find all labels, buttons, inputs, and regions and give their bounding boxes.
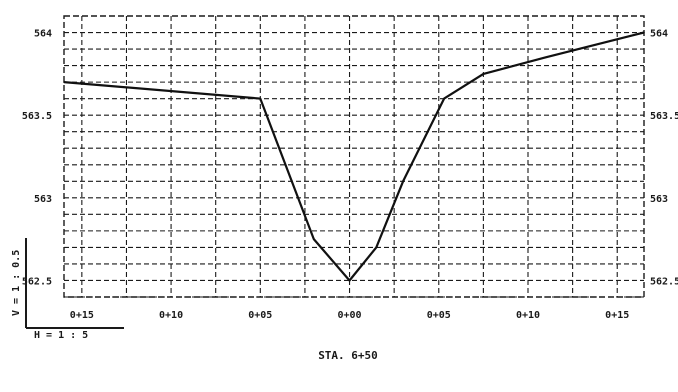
chart-marks (63, 31, 645, 282)
x-tick-label: 0+05 (427, 310, 451, 321)
data-point (443, 97, 445, 100)
x-tick-label: 0+10 (516, 310, 540, 321)
y-tick-label-left: 563 (34, 194, 52, 205)
data-point (313, 238, 315, 240)
y-tick-label-left: 564 (34, 29, 52, 40)
y-tick-label-right: 563 (650, 194, 668, 205)
data-point (402, 180, 404, 183)
y-tick-label-left: 562.5 (22, 276, 52, 287)
x-tick-label: 0+15 (605, 310, 629, 321)
scale-vertical-label: V = 1 : 0.5 (11, 250, 22, 316)
chart-title: STA. 6+50 (318, 349, 378, 362)
x-tick-label: 0+05 (248, 310, 272, 321)
scale-legend: V = 1 : 0.5 H = 1 : 5 (11, 238, 124, 341)
plot-frame (63, 15, 645, 298)
scale-horizontal-label: H = 1 : 5 (34, 330, 88, 341)
y-tick-label-right: 562.5 (650, 276, 678, 287)
data-point (482, 73, 485, 75)
x-tick-label: 0+10 (159, 310, 183, 321)
grid (64, 16, 644, 298)
data-point (545, 56, 547, 59)
data-point (643, 31, 645, 34)
y-tick-label-right: 563.5 (650, 111, 678, 122)
x-tick-label: 0+00 (337, 310, 361, 321)
data-point (348, 279, 351, 282)
x-tick-label: 0+15 (70, 310, 94, 321)
y-tick-label-left: 563.5 (22, 111, 52, 122)
data-point (63, 81, 65, 83)
data-point (375, 246, 378, 249)
series-line-0 (63, 31, 645, 282)
chart-labels: 0+15 0+10 0+05 0+00 0+05 0+10 0+15 564 563.5 563 5… (22, 29, 678, 321)
y-tick-label-right: 564 (650, 29, 668, 40)
data-point (259, 97, 262, 100)
